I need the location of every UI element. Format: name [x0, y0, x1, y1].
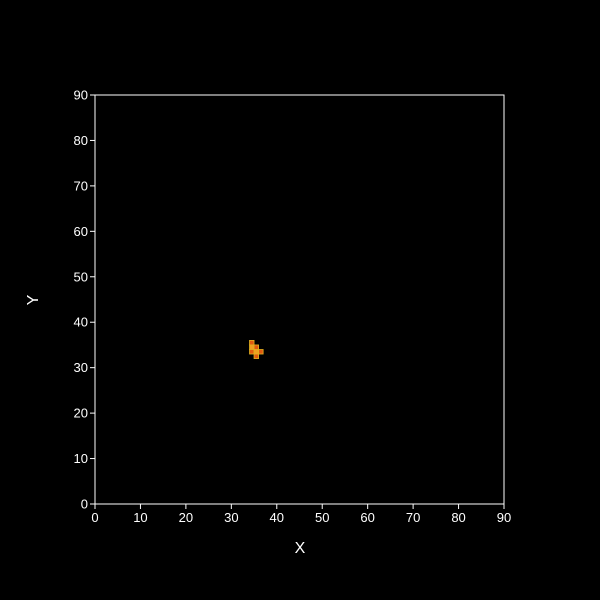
heatmap-cell	[259, 349, 264, 354]
y-tick-label: 50	[74, 269, 88, 284]
y-tick-label: 10	[74, 451, 88, 466]
heatmap-cell	[254, 345, 259, 350]
x-tick-label: 0	[91, 510, 98, 525]
y-axis-label: Y	[25, 294, 42, 305]
y-axis-ticks: 0 10 20 30 40 50 60 70 80 90	[74, 88, 95, 512]
y-tick-label: 40	[74, 315, 88, 330]
x-axis-ticks: 0 10 20 30 40 50 60 70 80 90	[91, 504, 511, 525]
x-tick-label: 30	[224, 510, 238, 525]
x-tick-label: 60	[360, 510, 374, 525]
y-tick-label: 0	[81, 497, 88, 512]
x-axis-label: X	[295, 540, 306, 557]
heatmap-cell	[250, 340, 255, 345]
x-tick-label: 20	[179, 510, 193, 525]
heatmap-cell	[250, 349, 255, 354]
y-tick-label: 70	[74, 178, 88, 193]
y-tick-label: 90	[74, 88, 88, 103]
x-tick-label: 90	[497, 510, 511, 525]
y-tick-label: 30	[74, 360, 88, 375]
heatmap-cell	[254, 349, 259, 354]
y-tick-label: 80	[74, 133, 88, 148]
x-tick-label: 70	[406, 510, 420, 525]
y-tick-label: 20	[74, 406, 88, 421]
x-tick-label: 50	[315, 510, 329, 525]
heatmap-cell	[254, 354, 259, 359]
x-tick-label: 80	[451, 510, 465, 525]
plot-frame	[95, 95, 504, 504]
x-tick-label: 10	[133, 510, 147, 525]
y-tick-label: 60	[74, 224, 88, 239]
heatmap-cell	[250, 345, 255, 350]
x-tick-label: 40	[270, 510, 284, 525]
heatmap-cells	[250, 340, 264, 358]
